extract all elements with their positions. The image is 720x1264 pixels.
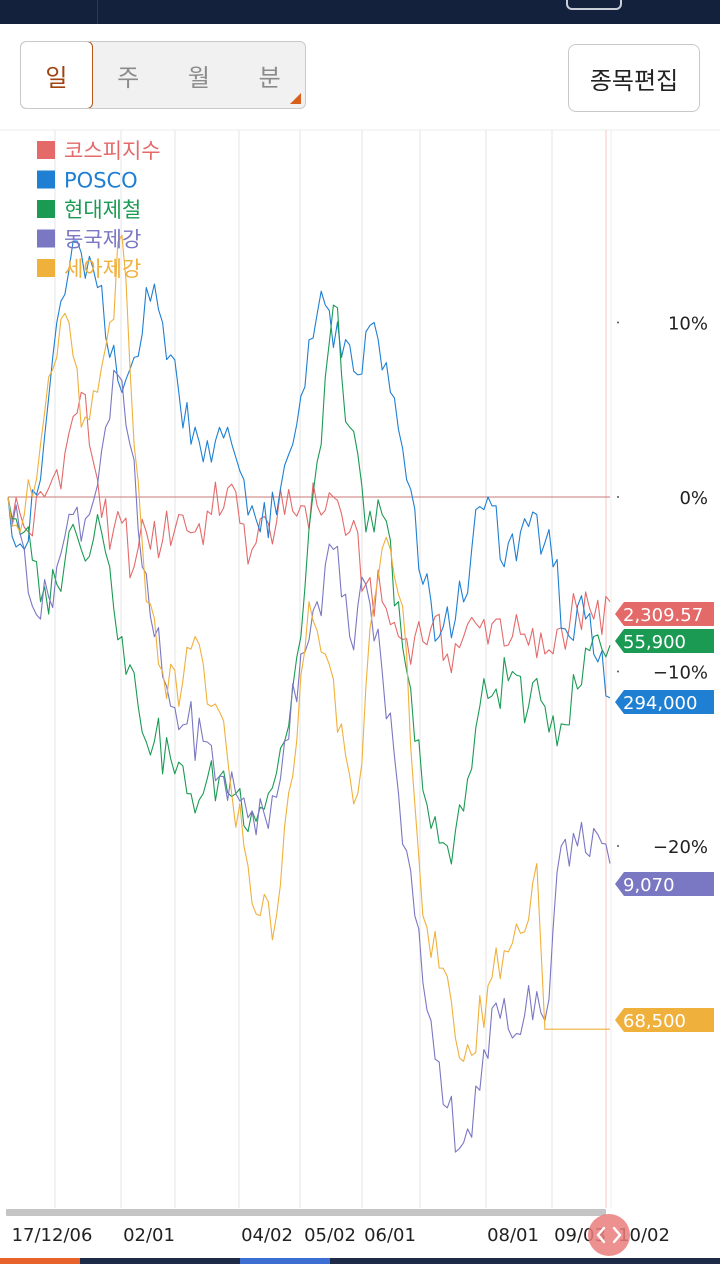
dropdown-corner-icon: [290, 93, 301, 104]
last-value-label: 9,070: [623, 875, 675, 896]
tab-minute[interactable]: 분: [234, 42, 305, 108]
y-tick-dot: [617, 670, 619, 673]
bottom-nav-bar: [0, 1258, 720, 1264]
top-bar-button[interactable]: [566, 0, 622, 10]
series-line-5: [7, 234, 610, 1062]
time-scrollbar[interactable]: [6, 1209, 606, 1216]
x-tick-label: 02/01: [123, 1225, 175, 1246]
last-value-label: 68,500: [623, 1011, 686, 1032]
tab-week[interactable]: 주: [117, 63, 140, 92]
last-value-tag: [615, 629, 714, 653]
scroll-handle-button[interactable]: [588, 1214, 630, 1256]
bottom-nav-accent-1: [0, 1258, 80, 1264]
legend-swatch: [37, 229, 55, 248]
x-tick-label: 17/12/06: [12, 1225, 93, 1246]
series-line-2: [7, 240, 611, 699]
x-tick-label: 05/02: [304, 1225, 356, 1246]
series-line-3: [7, 304, 611, 865]
x-tick-label: 10/02: [618, 1225, 670, 1246]
tab-minute-label: 분: [258, 63, 281, 92]
legend-label: 동국제강: [64, 228, 141, 252]
y-tick-label: 10%: [668, 314, 708, 335]
y-tick-label: 0%: [679, 488, 708, 509]
y-tick-dot: [617, 321, 619, 324]
legend-label: 세아제강: [64, 257, 141, 281]
x-tick-label: 08/01: [487, 1225, 539, 1246]
last-value-tag: [615, 1008, 714, 1032]
top-app-bar: [0, 0, 720, 24]
last-value-label: 55,900: [623, 632, 686, 653]
top-bar-divider: [97, 0, 98, 24]
y-tick-dot: [617, 845, 619, 847]
x-tick-label: 04/02: [241, 1225, 293, 1246]
legend-swatch: [37, 141, 55, 159]
tab-month[interactable]: 월: [187, 63, 210, 92]
y-tick-label: −20%: [653, 837, 708, 858]
series-line-4: [7, 369, 611, 1153]
last-value-tag: [615, 602, 714, 626]
last-value-label: 2,309.57: [623, 605, 703, 626]
y-tick-label: −10%: [653, 663, 708, 684]
legend-swatch: [37, 170, 55, 189]
x-tick-label: 06/01: [364, 1225, 416, 1246]
legend-label: 현대제철: [64, 198, 141, 222]
y-tick-dot: [617, 496, 619, 498]
tab-day[interactable]: 일: [21, 42, 93, 108]
legend-label: 코스피지수: [64, 139, 161, 163]
bottom-nav-accent-2: [240, 1258, 330, 1264]
legend-swatch: [37, 259, 55, 277]
last-value-tag: [615, 872, 714, 896]
edit-stocks-button[interactable]: 종목편집: [568, 44, 700, 112]
legend-label: POSCO: [64, 169, 138, 193]
period-tabs: 일 주 월 분: [20, 41, 306, 109]
chevron-left-right-icon: [596, 1226, 622, 1244]
last-value-label: 294,000: [623, 693, 697, 714]
legend-swatch: [37, 200, 55, 218]
last-value-tag: [615, 690, 714, 714]
